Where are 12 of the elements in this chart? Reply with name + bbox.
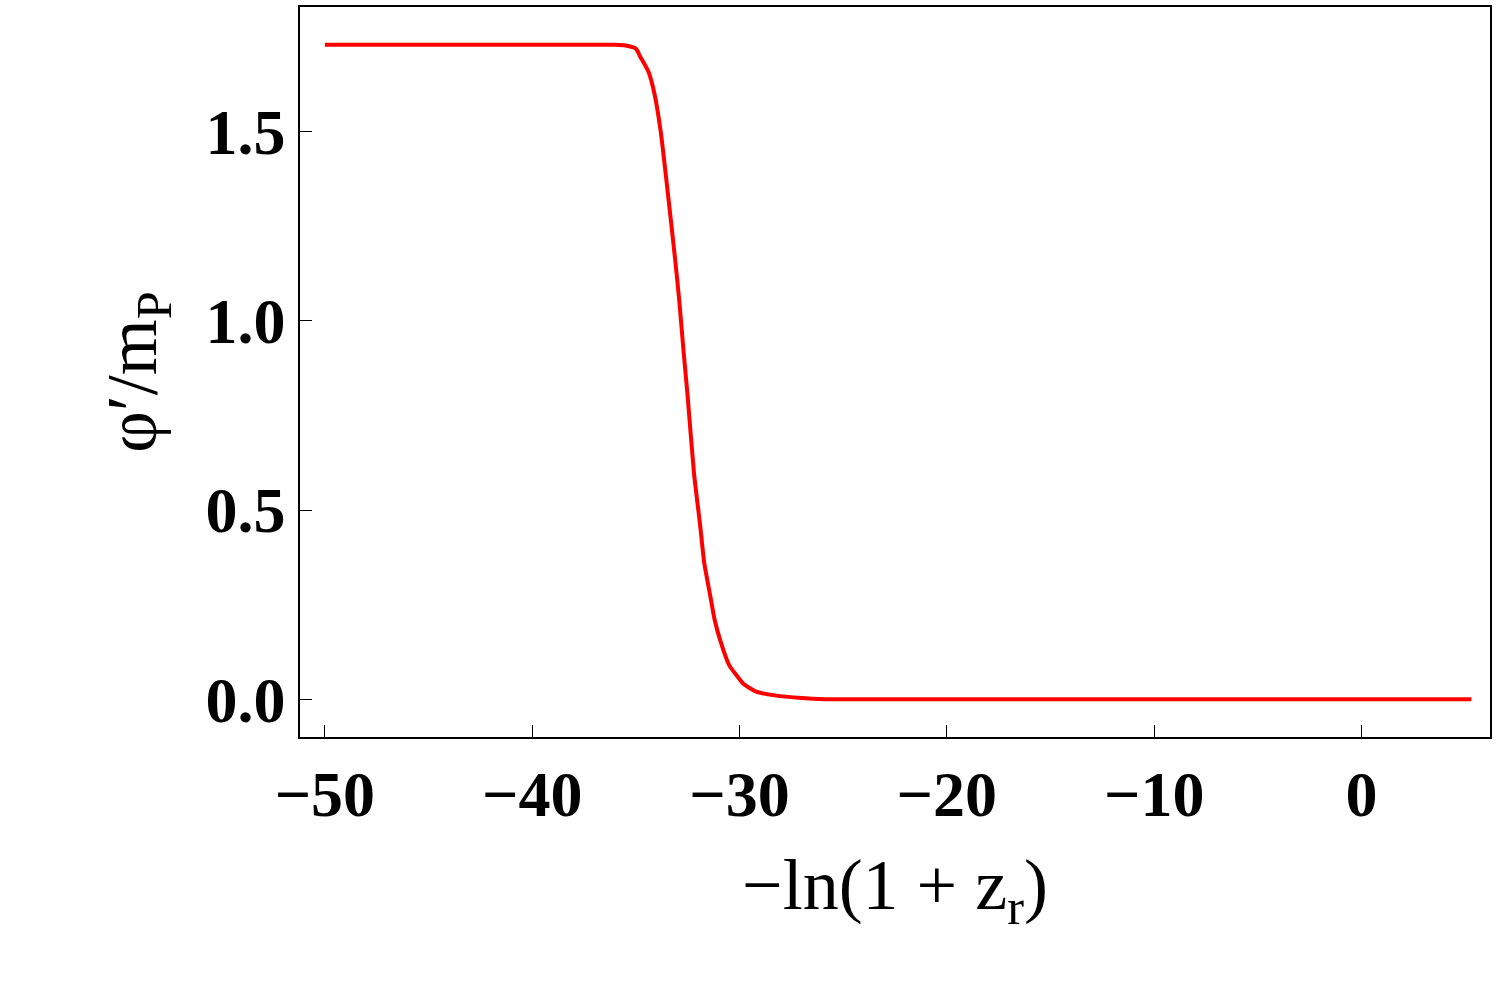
x-tick-label: −10 [1103,758,1205,830]
x-tick-label: −50 [274,758,376,830]
y-tick-label: 0.0 [205,664,286,736]
x-tick-label: −40 [481,758,583,830]
x-tick-label: −30 [689,758,790,830]
x-tick-label: −20 [896,758,998,830]
y-tick-label: 1.5 [205,97,286,169]
x-axis-title: −ln(1 + z$_{r}$) [742,844,1048,936]
line-series [322,42,1474,702]
y-tick-label: 1.0 [205,286,286,358]
y-tick-label: 0.5 [205,475,286,547]
x-tick-label: 0 [1345,758,1378,830]
